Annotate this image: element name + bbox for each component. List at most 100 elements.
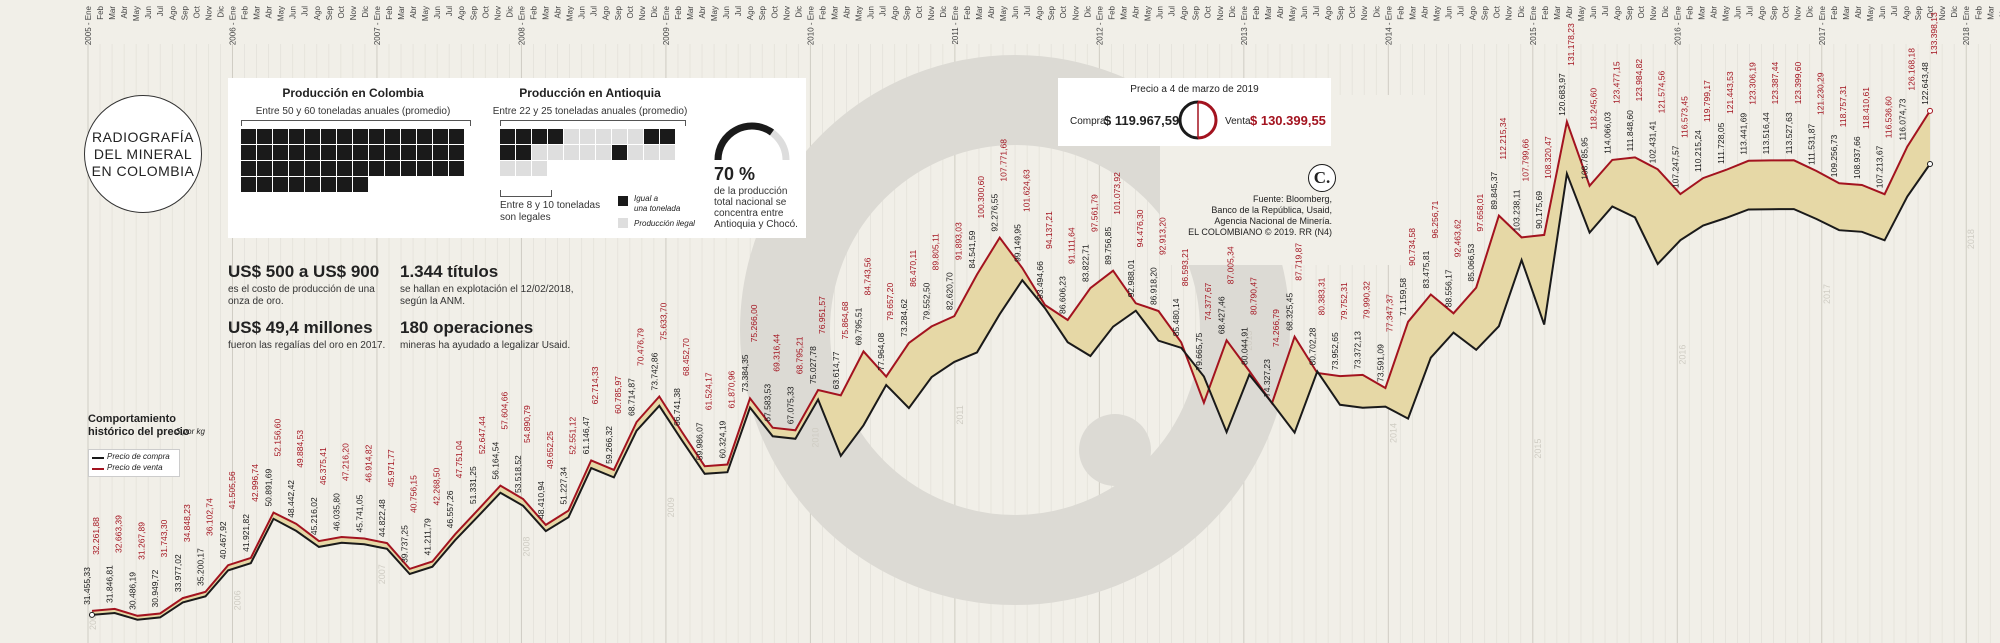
month-tick-label: Jun (1589, 6, 1598, 19)
buy-data-label: 79.552,50 (922, 282, 932, 320)
buy-label: Compra (1070, 116, 1106, 127)
month-tick-label: May (1577, 6, 1586, 21)
month-tick-label: Jul (1890, 6, 1899, 16)
stat-royalties-text: fueron las regalías del oro en 2017. (228, 340, 386, 351)
sell-data-label: 54.890,79 (522, 405, 532, 443)
month-tick-label: Feb (963, 5, 972, 19)
month-tick-label: Mar (830, 6, 839, 20)
sell-data-label: 75.864,68 (840, 301, 850, 339)
sell-data-label: 47.216,20 (341, 443, 351, 481)
antioquia-bracket (500, 120, 686, 126)
month-tick-label: Sep (325, 5, 334, 20)
year-tick-label: 2017 - Ene (1818, 5, 1827, 45)
month-tick-label: Jul (445, 6, 454, 16)
buy-data-label: 79.665,75 (1194, 332, 1204, 370)
ton-cube (289, 177, 304, 192)
month-tick-label: Ago (1469, 5, 1478, 20)
ton-cube (449, 129, 464, 144)
month-tick-label: May (999, 6, 1008, 21)
sell-data-label: 121.230,29 (1816, 72, 1826, 115)
ton-cube (353, 161, 368, 176)
month-tick-label: Abr (1131, 6, 1140, 19)
sell-data-label: 52.647,44 (477, 416, 487, 454)
sell-data-label: 119.799,17 (1702, 80, 1712, 122)
month-tick-label: Oct (1204, 5, 1213, 18)
sell-data-label: 86.593,21 (1180, 248, 1190, 286)
year-tick-label: 2009 - Ene (662, 5, 671, 45)
sell-data-label: 46.375,41 (318, 447, 328, 485)
month-tick-label: Nov (1794, 6, 1803, 20)
current-price-panel: Precio a 4 de marzo de 2019 Compra $ 119… (1058, 78, 1331, 146)
sell-data-label: 133.398,13 (1929, 12, 1939, 55)
sell-data-label: 126.168,18 (1906, 48, 1916, 91)
buy-data-label: 66.741,38 (672, 388, 682, 426)
buy-data-label: 99.149,95 (1012, 224, 1022, 262)
month-tick-label: Mar (397, 6, 406, 20)
ton-cube (385, 129, 400, 144)
buy-data-label: 31.846,81 (105, 565, 115, 603)
month-tick-label: Sep (469, 5, 478, 20)
buy-data-label: 113.441,69 (1738, 113, 1748, 155)
ton-cube (353, 129, 368, 144)
ton-cube (305, 161, 320, 176)
month-tick-label: May (277, 6, 286, 21)
buy-data-label: 60.324,19 (717, 420, 727, 458)
chart-unit: $ por kg (176, 427, 205, 436)
legend-buy-swatch (92, 457, 104, 459)
sell-data-label: 32.663,39 (114, 515, 124, 553)
buy-data-label: 89.845,37 (1489, 172, 1499, 210)
month-tick-label: Ago (1324, 5, 1333, 20)
month-tick-label: Sep (1047, 5, 1056, 20)
end-sell-marker (1927, 107, 1933, 114)
title-line-3: EN COLOMBIA (91, 162, 195, 179)
month-tick-label: Feb (1396, 5, 1405, 19)
sell-data-label: 96.256,71 (1430, 200, 1440, 238)
month-tick-label: Sep (180, 5, 189, 20)
chart-legend: Precio de compra Precio de venta (88, 449, 180, 477)
sell-label: Venta (1225, 116, 1251, 127)
month-tick-label: Jun (1878, 6, 1887, 19)
ton-cube (305, 177, 320, 192)
buy-data-label: 51.331,25 (468, 466, 478, 504)
ton-cube (449, 161, 464, 176)
month-tick-label: Sep (614, 5, 623, 20)
legend-buy: Precio de compra (107, 452, 170, 461)
illegal-ton-cube (596, 129, 611, 144)
sell-data-label: 79.752,31 (1339, 282, 1349, 320)
buy-data-label: 83.822,71 (1080, 244, 1090, 282)
buy-data-label: 84.541,59 (967, 230, 977, 268)
ton-cube (449, 145, 464, 160)
buy-data-label: 82.620,70 (944, 272, 954, 310)
buy-data-label: 85.066,53 (1466, 243, 1476, 281)
month-tick-label: Dic (1950, 6, 1959, 18)
buy-data-label: 111.531,87 (1807, 123, 1817, 165)
month-tick-label: Mar (686, 6, 695, 20)
month-tick-label: Oct (1926, 5, 1935, 18)
sell-data-label: 123.387,44 (1770, 62, 1780, 105)
month-tick-label: May (710, 6, 719, 21)
illegal-ton-cube (532, 161, 547, 176)
month-tick-label: Ago (1613, 5, 1622, 20)
month-tick-label: Ago (313, 5, 322, 20)
illegal-ton-cube (532, 145, 547, 160)
month-tick-label: Feb (385, 5, 394, 19)
ton-cube (321, 161, 336, 176)
buy-data-label: 69.795,51 (854, 307, 864, 345)
source-line-3: Agencia Nacional de Minería. (1214, 216, 1332, 226)
title-line-1: RADIOGRAFÍA (92, 128, 194, 145)
month-tick-label: Feb (1685, 5, 1694, 19)
buy-data-label: 45.741,05 (354, 494, 364, 532)
sell-data-label: 116.536,60 (1884, 96, 1894, 138)
month-tick-label: Nov (1938, 6, 1947, 20)
ton-cube (369, 129, 384, 144)
legal-ton-cube (612, 145, 627, 160)
month-tick-label: Mar (975, 6, 984, 20)
month-tick-label: Ago (168, 5, 177, 20)
buy-data-label: 59.986,07 (695, 422, 705, 460)
month-tick-label: Dic (1661, 6, 1670, 18)
buy-data-label: 33.977,02 (173, 554, 183, 592)
year-watermark: 2014 (1388, 423, 1398, 443)
month-tick-label: Feb (1541, 5, 1550, 19)
month-tick-label: Dic (794, 6, 803, 18)
buy-data-label: 31.455,33 (82, 567, 92, 605)
